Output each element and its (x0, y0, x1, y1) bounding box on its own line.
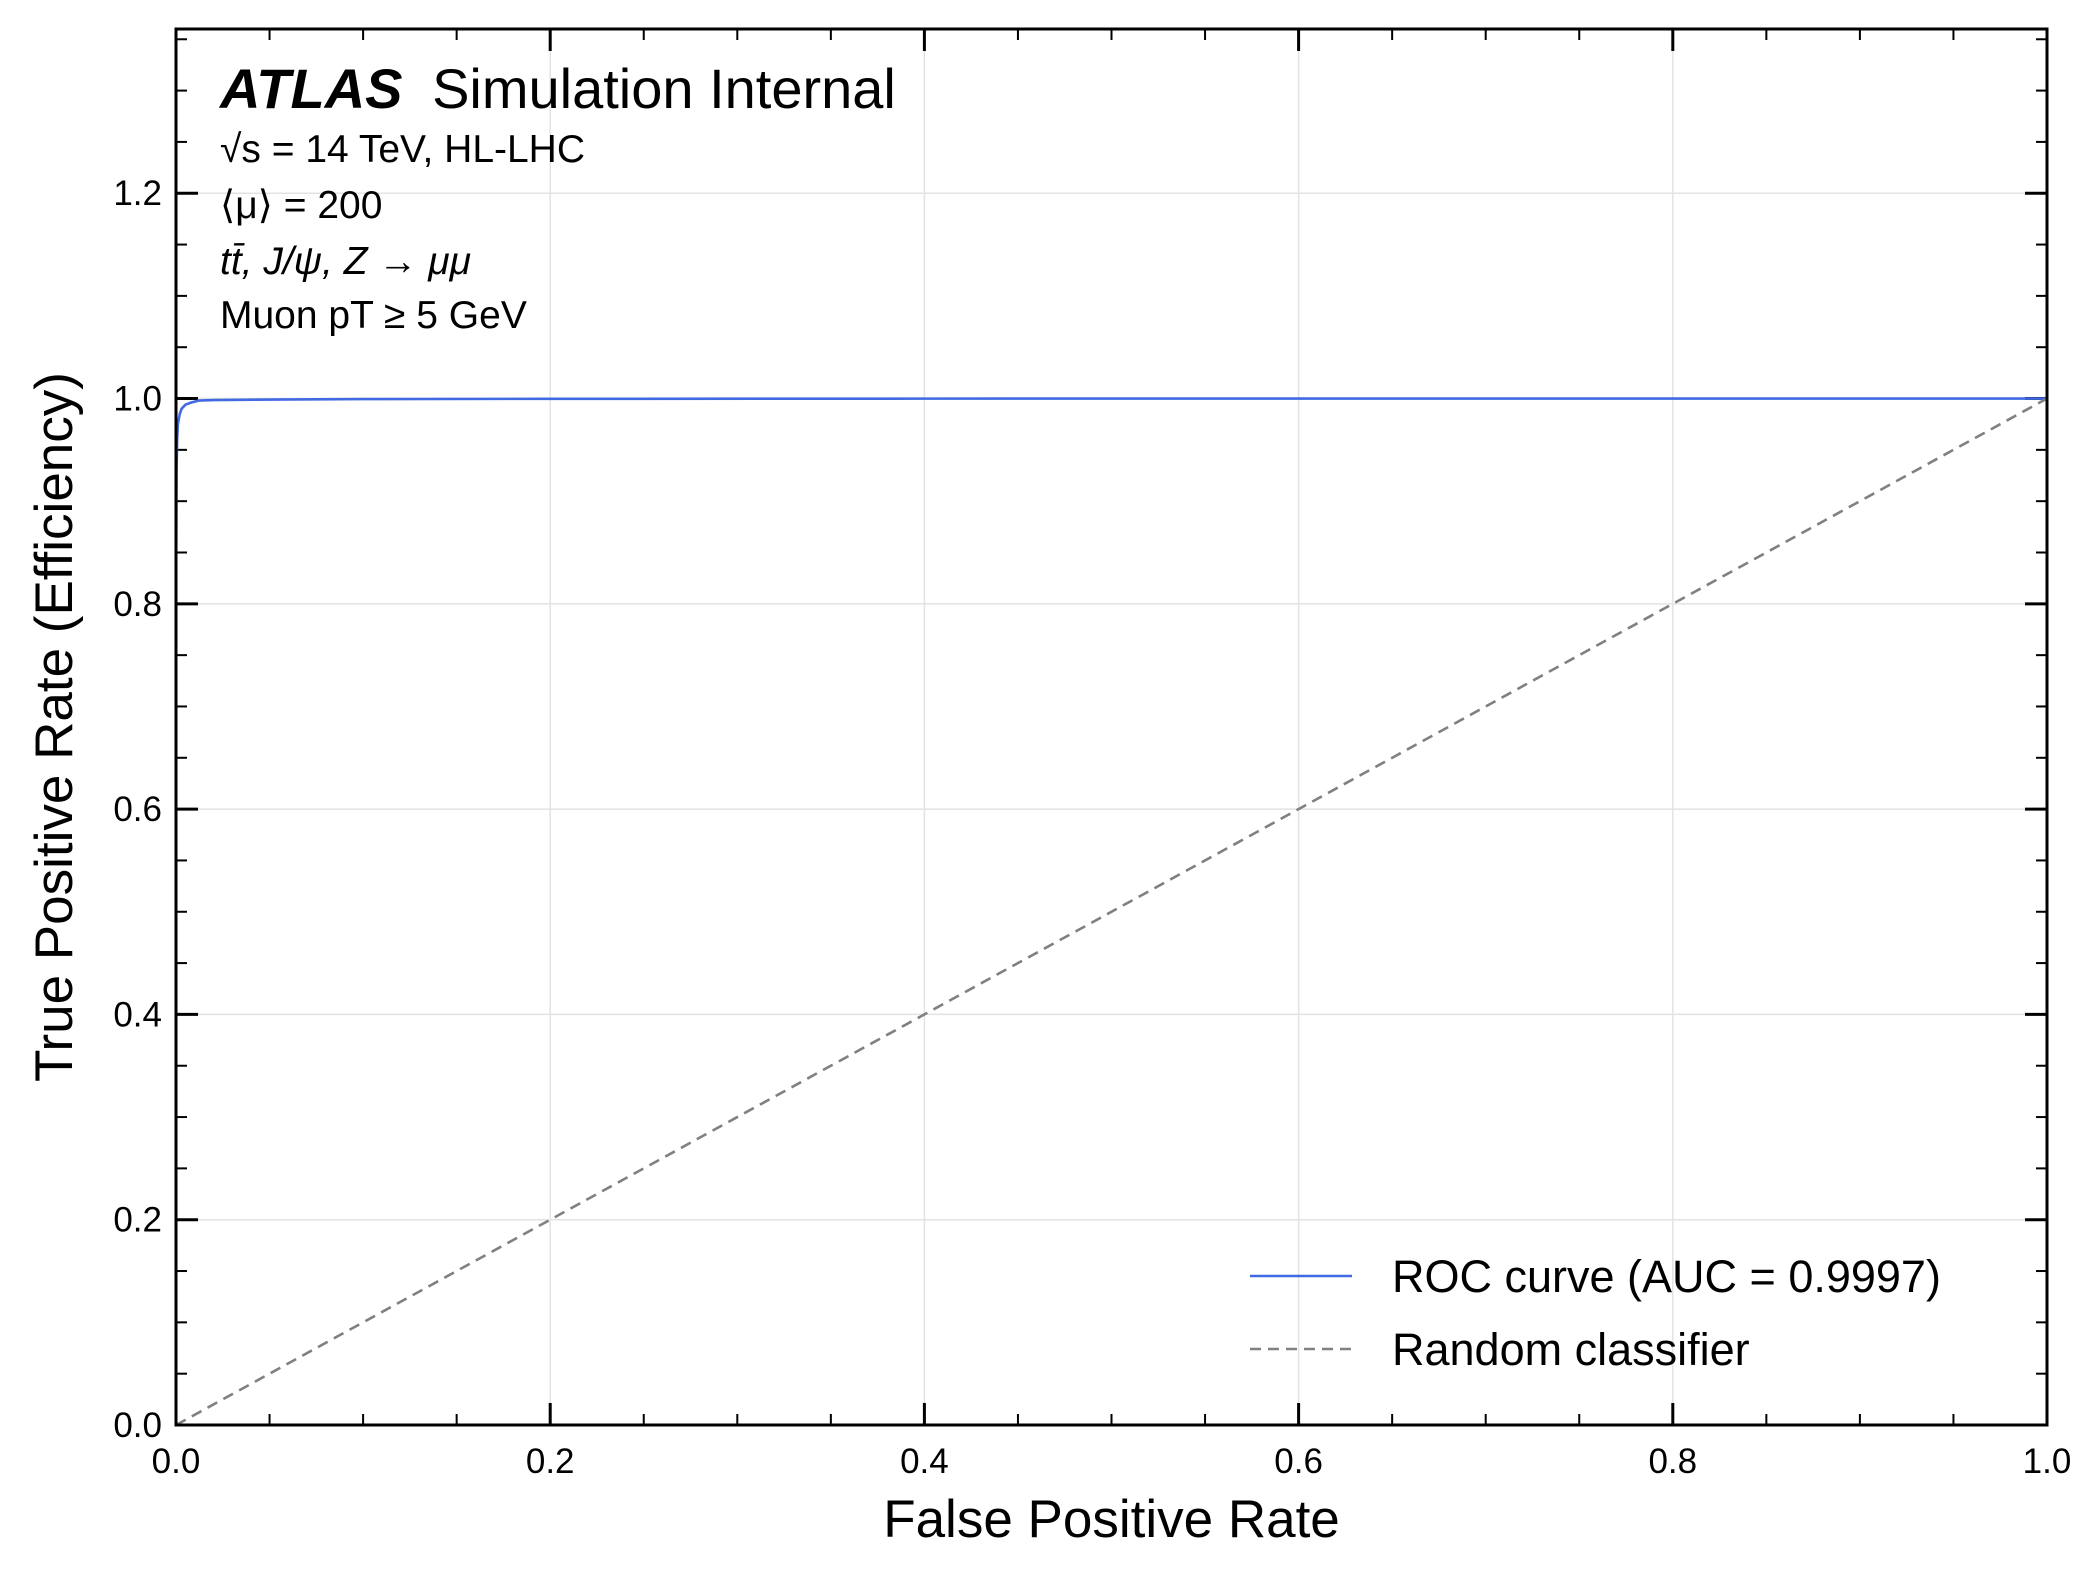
pileup-label: ⟨μ⟩ = 200 (220, 184, 382, 227)
x-tick-label: 0.0 (152, 1442, 201, 1481)
legend-label-random-classifier: Random classifier (1392, 1324, 1750, 1375)
x-tick-label: 0.4 (900, 1442, 949, 1481)
minor-ticks (176, 29, 2047, 1425)
y-tick-label: 0.8 (113, 585, 162, 624)
y-tick-label: 0.2 (113, 1201, 162, 1240)
x-tick-label: 1.0 (2023, 1442, 2072, 1481)
energy-label: √s = 14 TeV, HL-LHC (220, 128, 585, 171)
y-tick-label: 1.0 (113, 380, 162, 419)
atlas-status-label: Simulation Internal (432, 57, 896, 120)
samples-label: tt̄, J/ψ, Z → μμ (220, 240, 471, 283)
x-tick-label: 0.8 (1648, 1442, 1697, 1481)
y-tick-label: 0.4 (113, 995, 162, 1034)
legend-label-roc-curve: ROC curve (AUC = 0.9997) (1392, 1251, 1941, 1302)
y-axis-title: True Positive Rate (Efficiency) (25, 372, 84, 1082)
y-tick-label: 0.6 (113, 790, 162, 829)
y-tick-label: 1.2 (113, 174, 162, 213)
y-tick-label: 0.0 (113, 1406, 162, 1445)
x-axis-title: False Positive Rate (883, 1490, 1340, 1549)
x-tick-label: 0.6 (1274, 1442, 1323, 1481)
plot-frame (174, 27, 2049, 1427)
atlas-annotation: ATLAS Simulation Internal √s = 14 TeV, H… (218, 57, 896, 337)
legend: ROC curve (AUC = 0.9997) Random classifi… (1250, 1251, 1941, 1375)
random-classifier-line (175, 397, 2048, 1427)
muon-cut-label: Muon pT ≥ 5 GeV (220, 294, 527, 337)
tick-labels: 0.0 0.2 0.4 0.6 0.8 1.0 0.0 0.2 0.4 0.6 0.8 1.0 1.2 (113, 174, 2071, 1481)
x-tick-label: 0.2 (526, 1442, 575, 1481)
atlas-experiment-label: ATLAS (218, 57, 403, 120)
svg-text:ATLAS Simulation Interna: ATLAS Simulation Internal (218, 57, 896, 120)
